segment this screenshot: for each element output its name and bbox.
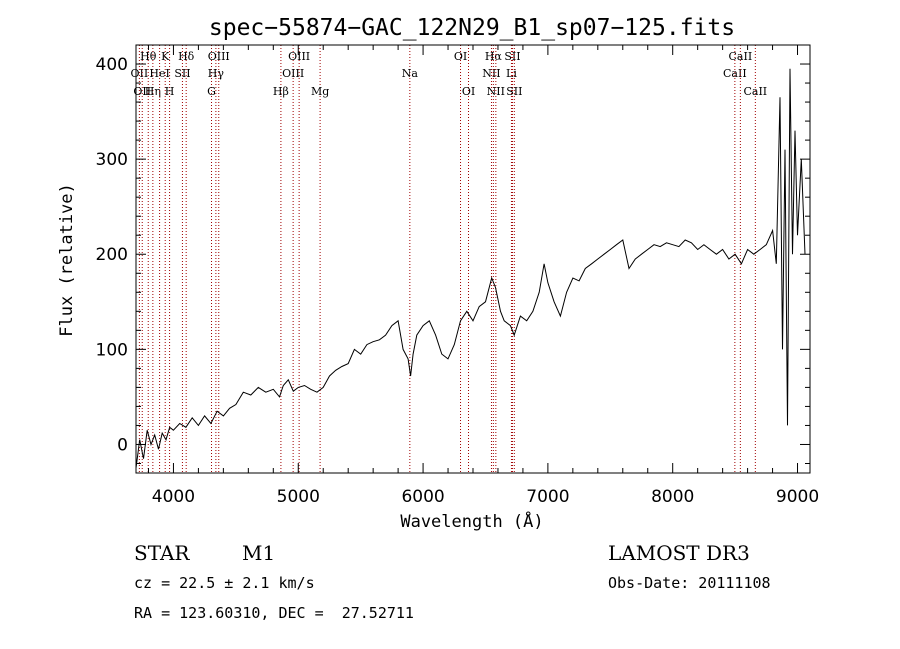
spectral-line-label-16: Na — [402, 67, 419, 80]
spectral-line-label-23: SII — [504, 50, 520, 63]
spectral-line-label-7: SII — [174, 67, 190, 80]
obs-date: Obs-Date: 20111108 — [608, 574, 771, 592]
spectral-line-label-19: NII — [482, 67, 500, 80]
spectral-line-label-20: Hα — [485, 50, 503, 63]
spectral-line-label-24: SII — [506, 85, 522, 98]
spectral-line-label-11: OIII — [208, 50, 230, 63]
redshift-text: cz = 22.5 ± 2.1 km/s — [134, 574, 315, 592]
spectral-line-label-25: CaII — [723, 67, 747, 80]
spectral-line-label-5: K — [161, 50, 170, 63]
spectral-line-label-4: HeI — [149, 67, 169, 80]
object-subclass: M1 — [242, 541, 276, 565]
spectrum-series-line — [135, 68, 806, 469]
spectral-line-label-3: Hη — [145, 85, 161, 98]
x-axis-ticks: 4000 5000 6000 7000 8000 9000 — [147, 45, 819, 507]
y-axis-label: Flux (relative) — [57, 183, 77, 337]
spectral-line-label-1: OII — [133, 85, 151, 98]
y-tick-label-100: 100 — [96, 340, 128, 360]
y-tick-label-0: 0 — [117, 435, 128, 455]
spectral-line-markers: OII OII Hθ Hη HeI K H SII Hδ G Hγ OIII Hβ OIII OIII Mg N… — [131, 45, 767, 473]
spectral-line-label-21: NII — [487, 85, 505, 98]
x-tick-label-4000: 4000 — [152, 487, 195, 507]
x-tick-label-7000: 7000 — [526, 487, 569, 507]
x-tick-label-8000: 8000 — [651, 487, 694, 507]
y-tick-label-300: 300 — [96, 150, 128, 170]
y-axis-ticks: 0 100 200 300 400 — [96, 44, 810, 464]
spectral-line-label-14: OIII — [288, 50, 310, 63]
spectral-line-label-15: Mg — [311, 85, 329, 98]
spectral-line-label-13: OIII — [282, 67, 304, 80]
spectral-line-label-10: Hγ — [208, 67, 225, 80]
chart-title: spec−55874−GAC_122N29_B1_sp07−125.fits — [209, 15, 735, 41]
survey-name: LAMOST DR3 — [608, 541, 750, 565]
plot-frame — [135, 44, 811, 474]
spectral-line-label-27: CaII — [743, 85, 767, 98]
coordinates: RA = 123.60310, DEC = 27.52711 — [134, 604, 414, 622]
spectral-line-label-22: Li — [506, 67, 517, 80]
spectral-line-label-2: Hθ — [140, 50, 157, 63]
y-tick-label-200: 200 — [96, 245, 128, 265]
spectral-line-label-17: OI — [454, 50, 467, 63]
spectral-line-label-12: Hβ — [273, 85, 289, 98]
spectral-line-label-8: Hδ — [178, 50, 195, 63]
x-axis-label: Wavelength (Å) — [400, 510, 543, 532]
y-tick-label-400: 400 — [96, 55, 128, 75]
spectral-line-label-6: H — [165, 85, 175, 98]
spectral-line-label-18: OI — [462, 85, 475, 98]
object-class: STAR — [134, 541, 190, 565]
x-tick-label-5000: 5000 — [277, 487, 320, 507]
spectral-line-label-0: OII — [131, 67, 149, 80]
spectral-line-label-26: CaII — [729, 50, 753, 63]
x-tick-label-6000: 6000 — [401, 487, 444, 507]
x-tick-label-9000: 9000 — [776, 487, 819, 507]
spectral-line-label-9: G — [207, 85, 216, 98]
